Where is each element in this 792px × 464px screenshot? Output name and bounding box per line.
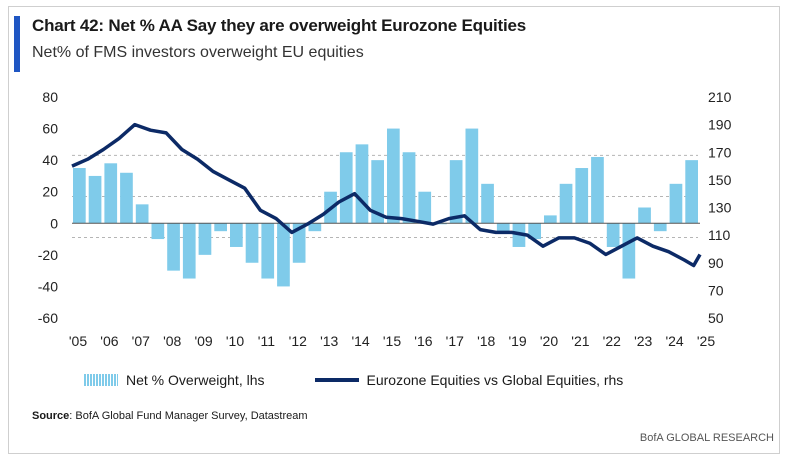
x-tick-label: '08 [163, 333, 181, 349]
bar [308, 223, 322, 232]
bar [88, 175, 102, 224]
x-tick-label: '18 [477, 333, 495, 349]
x-tick-label: '19 [508, 333, 526, 349]
bar [245, 223, 259, 263]
bar [496, 223, 510, 232]
x-tick-label: '14 [351, 333, 369, 349]
right-tick-label: 70 [708, 282, 724, 298]
x-tick-label: '23 [634, 333, 652, 349]
right-tick-label: 50 [708, 310, 724, 326]
x-tick-label: '05 [69, 333, 87, 349]
bar [544, 215, 557, 224]
bar [182, 223, 196, 279]
right-tick-label: 110 [708, 227, 731, 243]
x-tick-label: '16 [414, 333, 432, 349]
chart-title: Chart 42: Net % AA Say they are overweig… [32, 16, 527, 35]
bar [685, 160, 698, 224]
x-tick-label: '13 [320, 333, 338, 349]
x-axis: '05 '06 '07 '08 '09 '10 '11 '12 '13 '14 '15 '16 '17 '… [69, 333, 715, 349]
right-tick-label: 150 [708, 172, 732, 188]
left-tick-label: 60 [42, 121, 58, 137]
bar [465, 128, 479, 224]
bar [371, 160, 384, 224]
x-tick-label: '21 [571, 333, 589, 349]
bar [402, 152, 416, 224]
x-tick-label: '06 [100, 333, 118, 349]
bar [355, 144, 369, 224]
chart-frame [8, 6, 780, 454]
bar [669, 183, 683, 224]
legend-line-label: Eurozone Equities vs Global Equities, rh… [366, 372, 624, 388]
x-tick-label: '09 [194, 333, 212, 349]
bar [135, 204, 149, 224]
chart-subtitle: Net% of FMS investors overweight EU equi… [32, 44, 364, 61]
x-tick-label: '25 [697, 333, 715, 349]
legend-line-swatch [314, 378, 359, 382]
bar [261, 223, 275, 279]
legend-bar-swatch [84, 374, 118, 386]
bar [339, 152, 353, 224]
bar [198, 223, 212, 255]
bar [292, 223, 306, 263]
bar [230, 223, 243, 247]
left-tick-label: 40 [42, 152, 58, 168]
x-tick-label: '24 [665, 333, 683, 349]
bar [638, 207, 651, 224]
x-tick-label: '11 [258, 333, 275, 349]
x-tick-label: '07 [132, 333, 150, 349]
bar [104, 163, 118, 224]
right-tick-label: 190 [708, 117, 732, 133]
left-tick-label: 20 [42, 184, 58, 200]
left-tick-label: -60 [38, 310, 58, 326]
bar [151, 223, 165, 240]
left-tick-label: 0 [50, 215, 58, 231]
legend-bar-label: Net % Overweight, lhs [126, 372, 265, 388]
left-tick-label: -40 [38, 278, 58, 294]
bar [622, 223, 636, 279]
bar [606, 223, 620, 247]
bar [653, 223, 667, 232]
title-accent-bar [14, 16, 20, 72]
left-tick-label: -20 [38, 247, 58, 263]
bar [387, 128, 400, 224]
x-tick-label: '20 [540, 333, 558, 349]
x-tick-label: '17 [446, 333, 464, 349]
bar-series [73, 128, 698, 287]
bar [449, 160, 463, 224]
bar [418, 191, 432, 224]
source-text: : BofA Global Fund Manager Survey, Datas… [69, 410, 308, 422]
bar [591, 156, 604, 224]
brand-label: BofA GLOBAL RESEARCH [639, 432, 774, 444]
x-tick-label: '10 [226, 333, 244, 349]
line-series [71, 122, 702, 268]
x-tick-label: '15 [383, 333, 401, 349]
bar [167, 223, 180, 271]
bar [559, 183, 573, 224]
x-tick-label: '22 [603, 333, 621, 349]
left-axis: 80 60 40 20 0 -20 -40 -60 [38, 89, 58, 326]
right-tick-label: 90 [708, 255, 724, 271]
bar [481, 183, 494, 224]
right-tick-label: 170 [708, 144, 732, 160]
x-tick-label: '12 [289, 333, 307, 349]
reference-lines [72, 154, 698, 238]
source-label: Source [32, 410, 70, 422]
bar [528, 223, 541, 240]
left-tick-label: 80 [42, 89, 58, 105]
bar [120, 172, 133, 224]
bar [214, 223, 227, 232]
legend: Net % Overweight, lhs Eurozone Equities … [84, 372, 623, 388]
source-note: Source: BofA Global Fund Manager Survey,… [32, 410, 308, 422]
bar [73, 168, 86, 224]
right-tick-label: 210 [708, 89, 732, 105]
bar [277, 223, 290, 287]
right-tick-label: 130 [708, 200, 732, 216]
bar [575, 168, 589, 224]
right-axis: 210 190 170 150 130 110 90 70 50 [708, 89, 732, 326]
